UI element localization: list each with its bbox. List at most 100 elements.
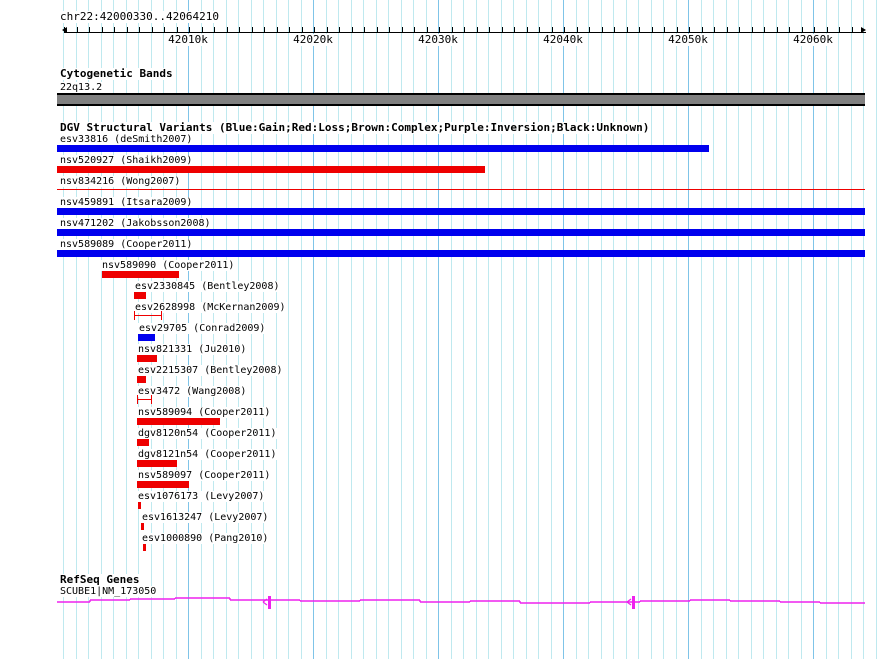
ruler-tick-label: 42020k — [292, 33, 334, 46]
ruler-tick — [527, 27, 528, 33]
dgv-variant-bar[interactable] — [138, 502, 141, 509]
ruler-tick-label: 42010k — [167, 33, 209, 46]
ruler-tick — [539, 27, 540, 33]
dgv-variant-label: esv3472 (Wang2008) — [137, 386, 248, 397]
dgv-variant-bar[interactable] — [134, 292, 146, 299]
ruler-tick — [127, 27, 128, 33]
ruler-tick — [264, 27, 265, 33]
dgv-variant-bar[interactable] — [137, 395, 152, 404]
ruler-tick — [239, 27, 240, 33]
dgv-variant-bar[interactable] — [57, 145, 709, 152]
dgv-variant-bar[interactable] — [137, 439, 149, 446]
dgv-variant-bar[interactable] — [137, 481, 189, 488]
gene-strand-arrow-icon — [262, 598, 268, 606]
ruler-tick-label: 42060k — [792, 33, 834, 46]
ruler-tick — [589, 27, 590, 33]
gene-exon[interactable] — [268, 596, 271, 609]
ruler-tick-label: 42030k — [417, 33, 459, 46]
ruler-tick — [252, 27, 253, 33]
ruler-tick — [202, 27, 203, 33]
dgv-variant-bar[interactable] — [138, 334, 155, 341]
dgv-variant-bar[interactable] — [102, 271, 179, 278]
ruler-tick — [439, 27, 440, 33]
dgv-variant-bar[interactable] — [137, 460, 177, 467]
ruler-tick — [739, 27, 740, 33]
dgv-variant-label: nsv589097 (Cooper2011) — [137, 470, 272, 481]
ruler-tick — [789, 27, 790, 33]
ruler-tick — [464, 27, 465, 33]
gene-exon[interactable] — [632, 596, 635, 609]
dgv-section-title: DGV Structural Variants (Blue:Gain;Red:L… — [59, 121, 651, 134]
dgv-variant-label: esv1076173 (Levy2007) — [137, 491, 266, 502]
ruler-tick — [802, 27, 803, 33]
ruler-tick — [727, 27, 728, 33]
ruler-tick — [552, 27, 553, 33]
dgv-variant-bar[interactable] — [57, 250, 865, 257]
dgv-variant-label: nsv589089 (Cooper2011) — [59, 239, 194, 250]
dgv-variant-label: esv2628998 (McKernan2009) — [134, 302, 287, 313]
ruler-tick — [777, 27, 778, 33]
ruler-tick — [402, 27, 403, 33]
ruler-tick — [352, 27, 353, 33]
ruler-tick — [714, 27, 715, 33]
ruler-tick-label: 42040k — [542, 33, 584, 46]
dgv-variant-label: esv29705 (Conrad2009) — [138, 323, 267, 334]
cytogenetic-section-title: Cytogenetic Bands — [59, 67, 174, 80]
ruler-tick — [289, 27, 290, 33]
dgv-variant-label: dgv8120n54 (Cooper2011) — [137, 428, 278, 439]
ruler-tick — [102, 27, 103, 33]
ruler-tick — [164, 27, 165, 33]
dgv-variant-bar[interactable] — [57, 166, 485, 173]
ruler-tick — [377, 27, 378, 33]
ruler-tick — [302, 27, 303, 33]
ruler-tick — [452, 27, 453, 33]
dgv-variant-bar[interactable] — [137, 418, 220, 425]
coordinate-ruler[interactable]: chr22:42000330..42064210 42010k 42020k 420… — [0, 0, 890, 60]
ruler-tick — [89, 27, 90, 33]
dgv-variant-label: esv33816 (deSmith2007) — [59, 134, 194, 145]
dgv-variant-bar[interactable] — [134, 311, 162, 320]
ruler-tick — [327, 27, 328, 33]
locus-label: chr22:42000330..42064210 — [59, 10, 220, 23]
dgv-variant-bar[interactable] — [137, 376, 146, 383]
dgv-variant-bar[interactable] — [141, 523, 144, 530]
dgv-variant-label: nsv520927 (Shaikh2009) — [59, 155, 194, 166]
axis-arrow-right-icon — [861, 27, 866, 33]
ruler-tick — [577, 27, 578, 33]
ruler-tick — [677, 27, 678, 33]
dgv-variant-label: nsv459891 (Itsara2009) — [59, 197, 194, 208]
dgv-variant-bar[interactable] — [137, 355, 157, 362]
cytoband-label: 22q13.2 — [59, 82, 104, 93]
ruler-tick — [152, 27, 153, 33]
ruler-tick — [764, 27, 765, 33]
ruler-tick — [614, 27, 615, 33]
ruler-tick — [189, 27, 190, 33]
ruler-tick — [839, 27, 840, 33]
ruler-tick — [339, 27, 340, 33]
cytoband-bar[interactable] — [57, 93, 865, 106]
dgv-variant-label: esv1000890 (Pang2010) — [141, 533, 270, 544]
refseq-gene-model[interactable] — [0, 592, 890, 614]
gridline-minor — [876, 0, 877, 659]
dgv-variant-label: nsv471202 (Jakobsson2008) — [59, 218, 212, 229]
dgv-variant-bar[interactable] — [57, 189, 865, 190]
ruler-tick — [689, 27, 690, 33]
ruler-tick — [814, 27, 815, 33]
ruler-tick — [64, 27, 65, 33]
ruler-tick — [602, 27, 603, 33]
ruler-tick — [652, 27, 653, 33]
refseq-section-title: RefSeq Genes — [59, 573, 141, 586]
axis-line — [64, 32, 866, 33]
refseq-gene-label: SCUBE1|NM_173050 — [59, 586, 158, 597]
dgv-variant-bar[interactable] — [143, 544, 146, 551]
ruler-tick — [702, 27, 703, 33]
dgv-variant-bar[interactable] — [57, 208, 865, 215]
ruler-tick — [139, 27, 140, 33]
ruler-tick — [852, 27, 853, 33]
ruler-tick — [77, 27, 78, 33]
dgv-variant-label: nsv821331 (Ju2010) — [137, 344, 248, 355]
dgv-variant-label: nsv589094 (Cooper2011) — [137, 407, 272, 418]
dgv-variant-label: esv2215307 (Bentley2008) — [137, 365, 284, 376]
dgv-variant-bar[interactable] — [57, 229, 865, 236]
